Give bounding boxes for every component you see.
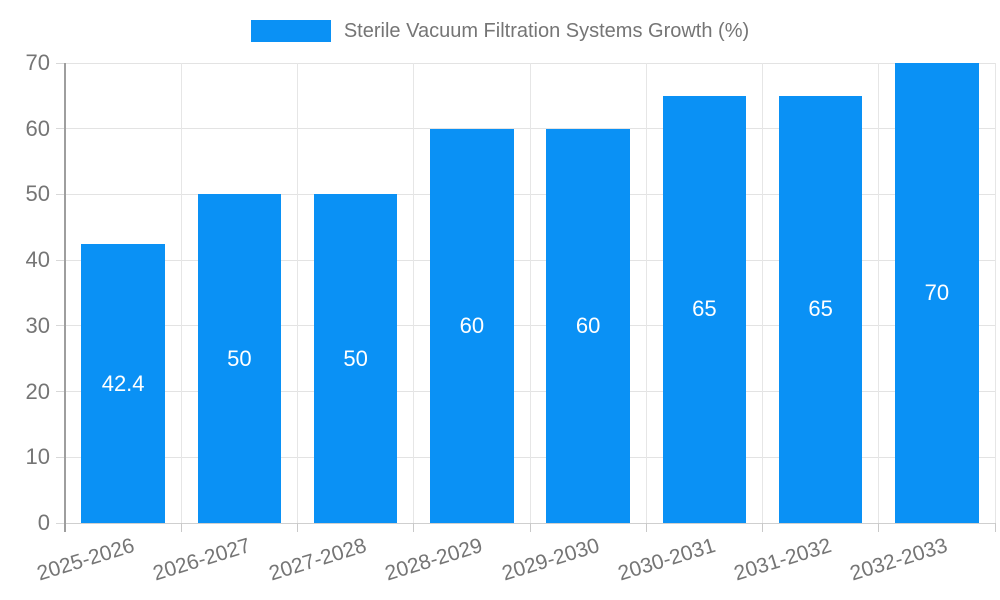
bar: 65	[662, 95, 747, 523]
y-axis-label: 10	[25, 444, 50, 470]
bar: 65	[778, 95, 863, 523]
bar: 60	[546, 128, 630, 523]
x-tick	[297, 523, 298, 532]
y-tick	[56, 391, 65, 393]
y-axis-label: 60	[25, 115, 50, 141]
bar-value-label: 50	[343, 345, 368, 371]
x-tick	[762, 523, 763, 532]
v-gridline	[994, 63, 996, 523]
bar-slot: 50	[298, 63, 414, 523]
bar-value-label: 65	[808, 296, 833, 322]
v-gridline	[180, 63, 182, 523]
bar: 50	[313, 194, 398, 523]
x-axis-label: 2032-2033	[847, 534, 951, 586]
v-gridline	[762, 63, 763, 523]
y-axis-label: 50	[25, 181, 50, 207]
legend-label: Sterile Vacuum Filtration Systems Growth…	[343, 20, 750, 42]
bar: 60	[430, 128, 514, 523]
y-tick	[56, 456, 65, 458]
legend[interactable]: Sterile Vacuum Filtration Systems Growth…	[0, 20, 1000, 42]
x-tick	[645, 523, 647, 532]
y-tick	[56, 325, 65, 327]
bar-value-label: 42.4	[101, 370, 145, 396]
legend-swatch	[250, 20, 331, 42]
y-tick	[56, 62, 65, 64]
v-gridline	[297, 63, 298, 523]
y-tick	[56, 522, 65, 524]
x-tick	[529, 523, 531, 532]
x-axis-label: 2027-2028	[266, 534, 370, 586]
bar-slot: 60	[414, 63, 530, 523]
y-axis-labels: 0 10 20 30 40 50 60 70	[0, 52, 50, 534]
y-axis-label: 70	[25, 50, 50, 75]
x-tick	[413, 523, 415, 532]
y-axis-label: 0	[37, 510, 50, 535]
v-gridline	[413, 63, 415, 523]
y-axis-line	[64, 63, 66, 532]
v-gridline	[529, 63, 531, 523]
x-axis-label: 2029-2030	[499, 534, 602, 586]
bar-value-label: 60	[575, 312, 601, 338]
bar-value-label: 60	[459, 312, 485, 338]
plot-area: 42.4 50 50 60 60 65 65 70	[56, 62, 996, 532]
y-axis-label: 20	[25, 378, 50, 404]
y-tick	[56, 128, 65, 130]
x-axis-label: 2028-2029	[382, 534, 486, 586]
bar-slot: 50	[181, 63, 297, 523]
v-gridline	[645, 63, 647, 523]
bars: 42.4 50 50 60 60 65 65 70	[65, 63, 995, 523]
bar-value-label: 50	[227, 345, 252, 371]
bar-value-label: 70	[924, 280, 950, 305]
bar-slot: 60	[530, 63, 646, 523]
y-tick	[56, 259, 65, 261]
y-axis-label: 40	[25, 247, 50, 273]
v-gridline	[878, 63, 880, 523]
bar-slot: 42.4	[65, 63, 181, 523]
bar: 50	[197, 194, 282, 523]
bar-slot: 65	[646, 63, 762, 523]
x-tick	[878, 523, 880, 532]
bar-slot: 65	[763, 63, 879, 523]
y-axis-label: 30	[25, 312, 50, 338]
x-axis-label: 2025-2026	[34, 534, 137, 586]
x-tick	[180, 523, 182, 532]
x-axis-label: 2030-2031	[615, 534, 719, 586]
bar: 70	[895, 63, 979, 523]
bar-slot: 70	[879, 63, 995, 523]
x-axis-label: 2031-2032	[731, 534, 835, 586]
y-tick	[56, 193, 65, 195]
bar-value-label: 65	[692, 296, 717, 322]
x-tick	[994, 523, 996, 532]
bar: 42.4	[81, 244, 165, 523]
x-axis-label: 2026-2027	[150, 534, 254, 586]
